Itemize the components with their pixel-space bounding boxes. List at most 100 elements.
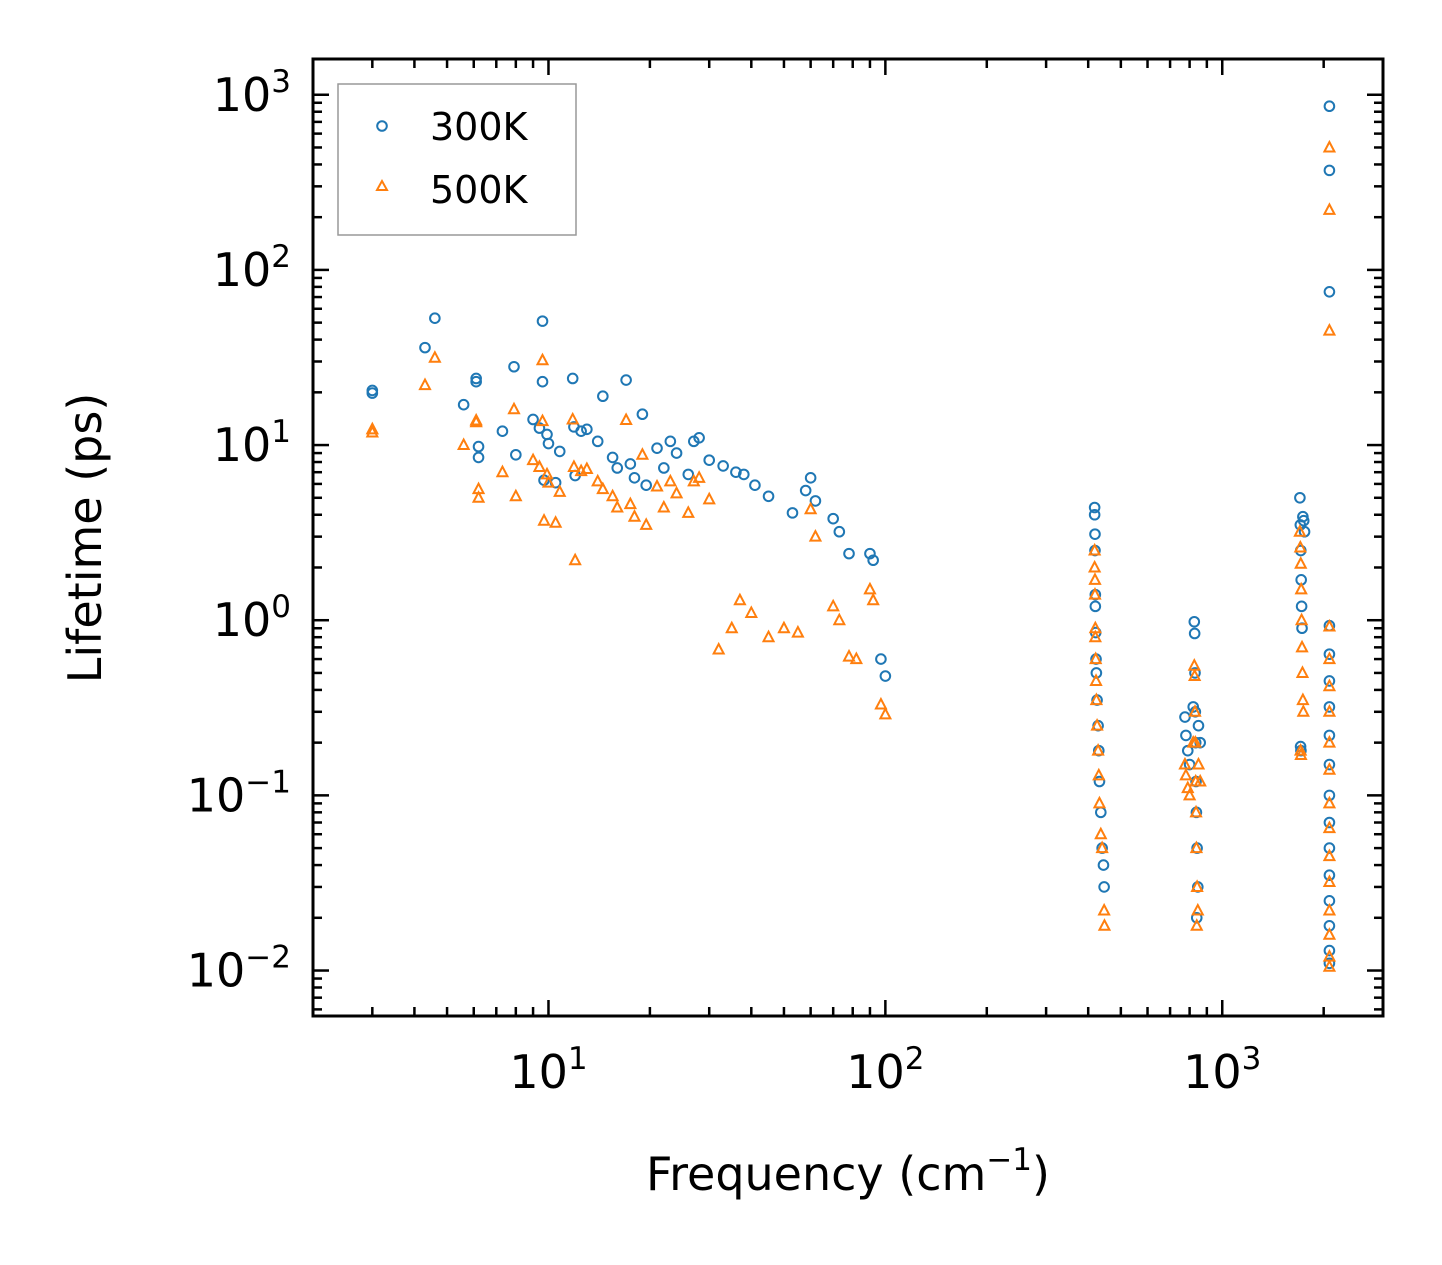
data-point (536, 375, 549, 388)
data-point (693, 432, 705, 444)
data-point (495, 464, 510, 478)
data-point (366, 387, 379, 399)
data-point (1188, 734, 1203, 748)
data-point (1295, 600, 1308, 613)
data-point (418, 377, 432, 391)
data-point (580, 461, 594, 474)
data-point (1088, 572, 1102, 585)
data-point (879, 670, 892, 682)
data-point (843, 547, 855, 560)
data-point (1293, 539, 1307, 553)
data-point (1188, 704, 1202, 717)
data-point (470, 372, 482, 385)
y-tick-label: 10−2 (187, 940, 291, 998)
data-point (428, 350, 442, 363)
data-point (605, 488, 620, 502)
data-point (1089, 692, 1104, 706)
data-point (1322, 704, 1337, 717)
data-point (1191, 902, 1205, 916)
data-point (849, 651, 863, 665)
data-point (509, 488, 523, 502)
data-point (791, 624, 805, 638)
data-point (510, 448, 522, 461)
data-point (635, 447, 650, 460)
data-point (1092, 795, 1107, 809)
x-tick-label: 102 (846, 1041, 924, 1099)
data-point (658, 462, 670, 474)
data-point (1097, 902, 1111, 916)
data-point (640, 479, 652, 491)
data-point (1322, 959, 1337, 972)
data-point (1322, 202, 1337, 215)
data-point (669, 485, 684, 499)
data-point (627, 509, 642, 522)
data-point (1294, 747, 1308, 761)
data-point (864, 547, 876, 560)
data-point (566, 372, 579, 385)
data-point (548, 515, 563, 528)
data-point (681, 505, 695, 518)
legend-box (337, 83, 577, 236)
series-300k (366, 100, 1336, 970)
data-point (456, 437, 471, 451)
data-point (542, 437, 555, 450)
y-tick-label: 102 (213, 239, 291, 297)
data-point (541, 475, 556, 488)
data-point (875, 653, 887, 665)
data-point (827, 512, 839, 525)
data-point (1323, 675, 1336, 687)
data-point (457, 398, 470, 411)
data-point (1193, 773, 1207, 787)
data-point (1087, 559, 1102, 573)
data-point (581, 423, 593, 436)
data-point (1189, 840, 1204, 854)
data-point (1092, 767, 1106, 781)
data-point (469, 412, 483, 426)
data-point (575, 425, 587, 437)
y-tick-label: 10−1 (187, 764, 291, 822)
data-point (1190, 911, 1203, 924)
data-point (1179, 767, 1193, 781)
data-point (1097, 918, 1112, 931)
data-point (536, 315, 549, 327)
data-point (535, 413, 550, 427)
data-point (761, 629, 776, 643)
data-point (832, 612, 846, 626)
data-point (725, 620, 739, 634)
data-point (1322, 651, 1337, 665)
data-point (553, 445, 566, 458)
data-point (591, 435, 604, 448)
data-point (703, 454, 716, 466)
data-point (1323, 729, 1336, 742)
data-point (1178, 756, 1192, 770)
data-point (826, 598, 840, 612)
data-point (1182, 787, 1197, 801)
y-tick-label: 103 (213, 64, 291, 122)
x-tick-label: 103 (1183, 1041, 1261, 1099)
data-point (1188, 615, 1201, 628)
data-point (1295, 665, 1310, 678)
data-point (762, 490, 775, 503)
data-point (1296, 692, 1310, 706)
data-point (1095, 840, 1109, 854)
data-point (664, 435, 677, 448)
data-point (863, 581, 877, 595)
data-point (1189, 804, 1203, 818)
data-point (749, 479, 761, 491)
data-point (1187, 668, 1202, 682)
data-point (591, 473, 605, 487)
data-point (1190, 918, 1204, 931)
x-tick-label: 101 (509, 1041, 587, 1099)
legend-label-300k: 300K (430, 105, 529, 149)
data-point (1097, 859, 1110, 871)
data-point (874, 696, 888, 710)
data-point (702, 491, 716, 505)
data-point (1179, 711, 1191, 723)
data-point (1297, 514, 1310, 527)
data-point (606, 451, 619, 464)
data-point (687, 473, 701, 487)
data-point (496, 425, 509, 437)
data-point (1089, 528, 1101, 540)
data-point (1322, 734, 1337, 748)
data-points (365, 100, 1337, 972)
